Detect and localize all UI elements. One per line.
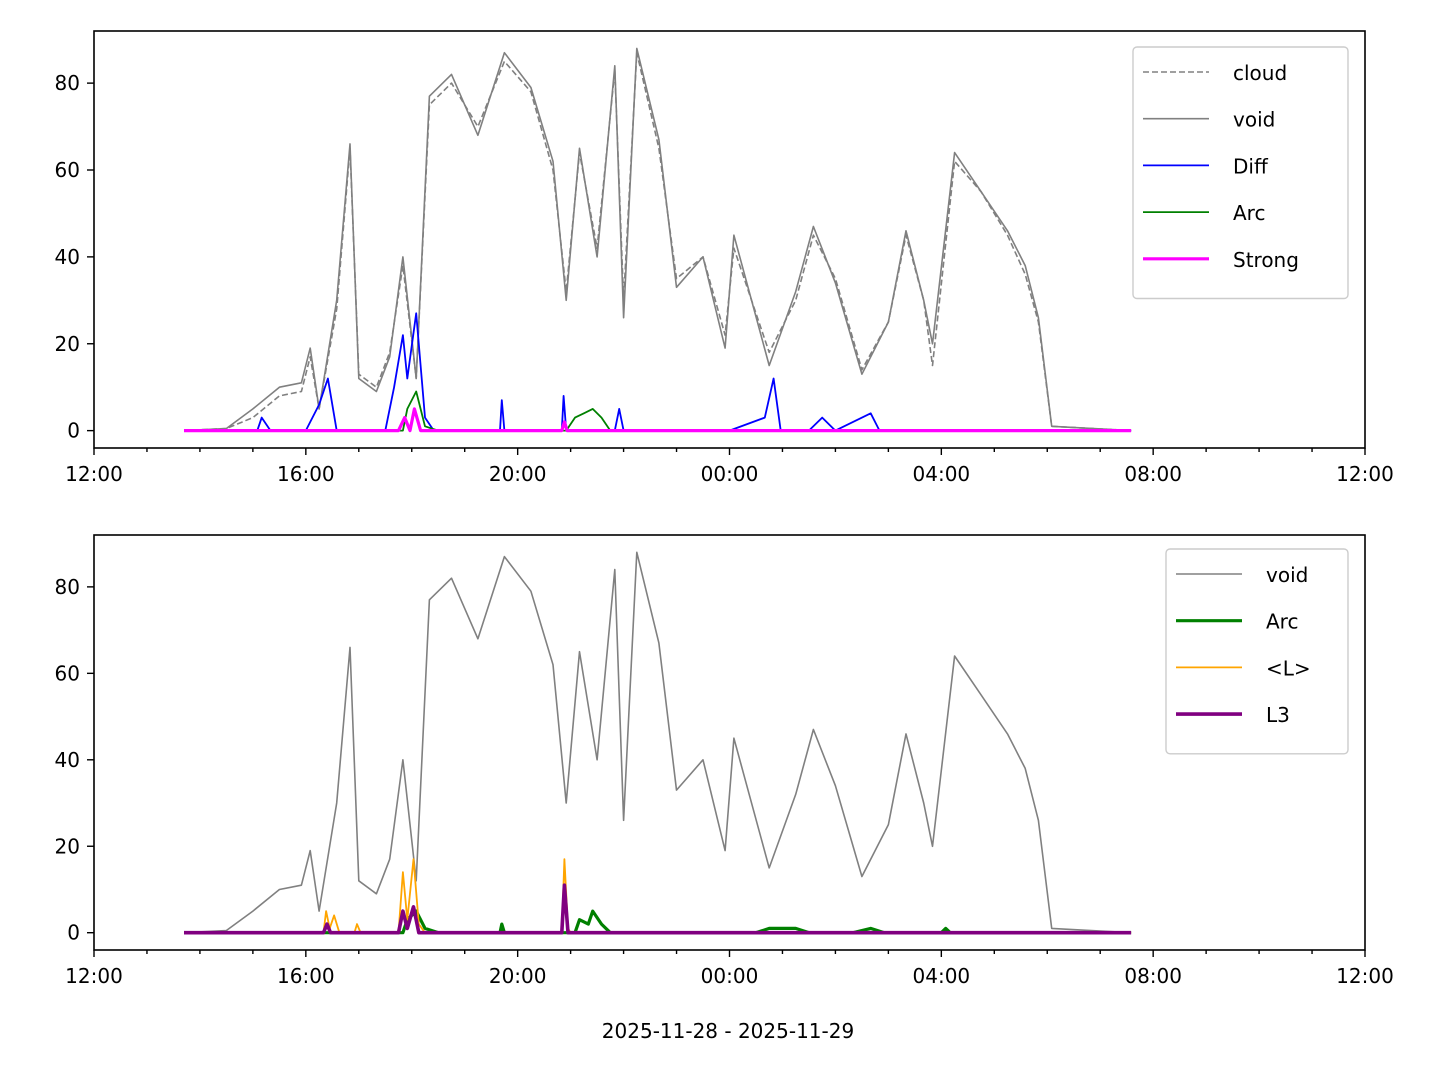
x-tick-label: 16:00 (277, 462, 335, 486)
y-tick-label: 0 (67, 921, 80, 945)
x-tick-label: 20:00 (489, 462, 547, 486)
y-tick-label: 80 (55, 575, 80, 599)
y-tick-label: 80 (55, 71, 80, 95)
x-tick-label: 04:00 (913, 462, 971, 486)
x-tick-label: 16:00 (277, 964, 335, 988)
y-tick-label: 40 (55, 245, 80, 269)
x-tick-label: 08:00 (1124, 462, 1182, 486)
legend-label: cloud (1233, 61, 1287, 85)
x-tick-label: 12:00 (65, 964, 123, 988)
legend: cloud void Diff Arc Strong (1132, 46, 1349, 300)
y-tick-label: 20 (55, 834, 80, 858)
x-tick-label: 08:00 (1124, 964, 1182, 988)
x-tick-label: 20:00 (489, 964, 547, 988)
legend-label: void (1266, 563, 1308, 587)
x-tick-label: 12:00 (1336, 462, 1394, 486)
figure-xlabel: 2025-11-28 - 2025-11-29 (602, 1019, 854, 1043)
plot-area (94, 535, 1365, 950)
series-line-void (183, 47, 1132, 432)
x-tick-label: 12:00 (1336, 964, 1394, 988)
series-line-l (184, 858, 1132, 934)
top-chart-panel: 12:00 16:00 20:00 00:00 04:00 08:00 12:00 0 20 40… (55, 30, 1394, 486)
x-tick-label: 04:00 (913, 964, 971, 988)
legend-box (1132, 46, 1349, 300)
series-line-strong (184, 407, 1132, 433)
legend: void Arc <L> L3 (1165, 548, 1349, 755)
x-tick-label: 00:00 (701, 462, 759, 486)
legend-label: void (1233, 108, 1275, 132)
series-line-l3 (184, 883, 1132, 935)
legend-label: Diff (1233, 154, 1269, 178)
legend-box (1165, 548, 1349, 755)
y-tick-label: 0 (67, 419, 80, 443)
y-tick-label: 60 (55, 661, 80, 685)
legend-label: Strong (1233, 248, 1299, 272)
legend-label: Arc (1233, 201, 1265, 225)
x-tick-label: 12:00 (65, 462, 123, 486)
x-tick-label: 00:00 (701, 964, 759, 988)
y-tick-label: 20 (55, 332, 80, 356)
legend-label: <L> (1266, 656, 1311, 680)
legend-label: L3 (1266, 703, 1290, 727)
y-tick-label: 60 (55, 158, 80, 182)
bottom-chart-panel: 12:00 16:00 20:00 00:00 04:00 08:00 12:00 0 20 40… (55, 534, 1394, 988)
y-tick-label: 40 (55, 748, 80, 772)
legend-label: Arc (1266, 610, 1298, 634)
series-line-void (183, 551, 1132, 934)
